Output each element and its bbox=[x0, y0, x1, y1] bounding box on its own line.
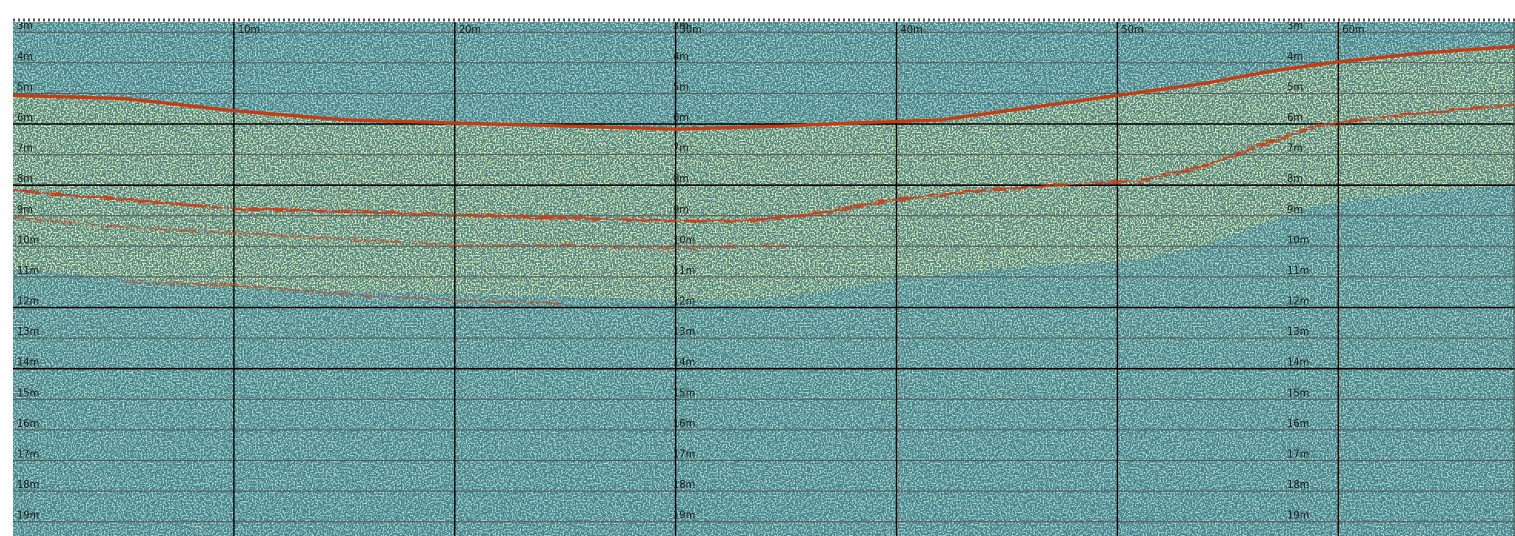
depth-tick-label: 10m bbox=[17, 233, 39, 246]
reflector-primary bbox=[12, 44, 1515, 131]
depth-tick-label: 7m bbox=[673, 142, 689, 155]
depth-tick-label: 18m bbox=[17, 478, 39, 491]
depth-tick-label: 13m bbox=[673, 325, 695, 338]
depth-tick-label: 14m bbox=[17, 356, 39, 369]
label-layer: 3m 4m 5m 6m 7m 8m 9m 10m 11m 12m 13m 14m 15m 16m 17m 18… bbox=[17, 19, 1365, 522]
reflector-secondary bbox=[12, 103, 1515, 223]
depth-tick-label: 11m bbox=[17, 264, 39, 277]
distance-tick-label: 10m bbox=[238, 23, 260, 36]
depth-tick-label: 3m bbox=[1287, 19, 1303, 32]
depth-tick-label: 11m bbox=[1287, 264, 1309, 277]
depth-tick-label: 14m bbox=[1287, 356, 1309, 369]
depth-tick-label: 17m bbox=[1287, 448, 1309, 461]
reflector-layer bbox=[12, 44, 1515, 305]
depth-tick-label: 8m bbox=[1287, 172, 1303, 185]
depth-tick-label: 4m bbox=[17, 50, 33, 63]
distance-tick-label: 40m bbox=[901, 23, 923, 36]
depth-tick-label: 8m bbox=[17, 172, 33, 185]
noise-overlay-dark bbox=[13, 22, 1515, 536]
depth-tick-label: 12m bbox=[673, 295, 695, 308]
depth-tick-label: 16m bbox=[1287, 417, 1309, 430]
depth-tick-label: 8m bbox=[673, 172, 689, 185]
distance-tick-label: 60m bbox=[1342, 23, 1364, 36]
reflector-faint bbox=[123, 281, 566, 305]
depth-tick-label: 16m bbox=[17, 417, 39, 430]
depth-tick-label: 15m bbox=[1287, 386, 1309, 399]
depth-tick-label: 18m bbox=[673, 478, 695, 491]
depth-tick-label: 17m bbox=[17, 448, 39, 461]
depth-tick-label: 19m bbox=[673, 509, 695, 522]
depth-tick-label: 14m bbox=[673, 356, 695, 369]
distance-tick-label: 30m bbox=[680, 23, 702, 36]
depth-tick-label: 4m bbox=[1287, 50, 1303, 63]
depth-tick-label: 9m bbox=[673, 203, 689, 216]
depth-tick-label: 12m bbox=[1287, 295, 1309, 308]
depth-tick-label: 3m bbox=[673, 19, 689, 32]
depth-tick-label: 4m bbox=[673, 50, 689, 63]
depth-tick-label: 7m bbox=[17, 142, 33, 155]
distance-tick-label: 20m bbox=[459, 23, 481, 36]
depth-tick-label: 9m bbox=[17, 203, 33, 216]
grid-layer bbox=[13, 22, 1515, 536]
left-edge-strip bbox=[0, 0, 13, 536]
depth-tick-label: 3m bbox=[17, 19, 33, 32]
depth-tick-label: 7m bbox=[1287, 142, 1303, 155]
depth-tick-label: 10m bbox=[1287, 233, 1309, 246]
depth-tick-label: 13m bbox=[17, 325, 39, 338]
depth-tick-label: 17m bbox=[673, 448, 695, 461]
depth-tick-label: 13m bbox=[1287, 325, 1309, 338]
depth-tick-label: 12m bbox=[17, 295, 39, 308]
depth-tick-label: 15m bbox=[673, 386, 695, 399]
depth-tick-label: 15m bbox=[17, 386, 39, 399]
depth-tick-label: 11m bbox=[673, 264, 695, 277]
depth-tick-label: 5m bbox=[673, 80, 689, 93]
depth-tick-label: 9m bbox=[1287, 203, 1303, 216]
depth-tick-label: 5m bbox=[1287, 80, 1303, 93]
reflector-faint bbox=[12, 216, 787, 250]
depth-tick-label: 18m bbox=[1287, 478, 1309, 491]
depth-tick-label: 6m bbox=[17, 111, 33, 124]
top-edge-strip bbox=[0, 0, 1515, 22]
distance-tick-label: 50m bbox=[1121, 23, 1143, 36]
depth-tick-label: 6m bbox=[1287, 111, 1303, 124]
depth-tick-label: 6m bbox=[673, 111, 689, 124]
depth-tick-label: 16m bbox=[673, 417, 695, 430]
depth-tick-label: 10m bbox=[673, 233, 695, 246]
depth-tick-label: 19m bbox=[1287, 509, 1309, 522]
depth-tick-label: 5m bbox=[17, 80, 33, 93]
depth-tick-label: 19m bbox=[17, 509, 39, 522]
